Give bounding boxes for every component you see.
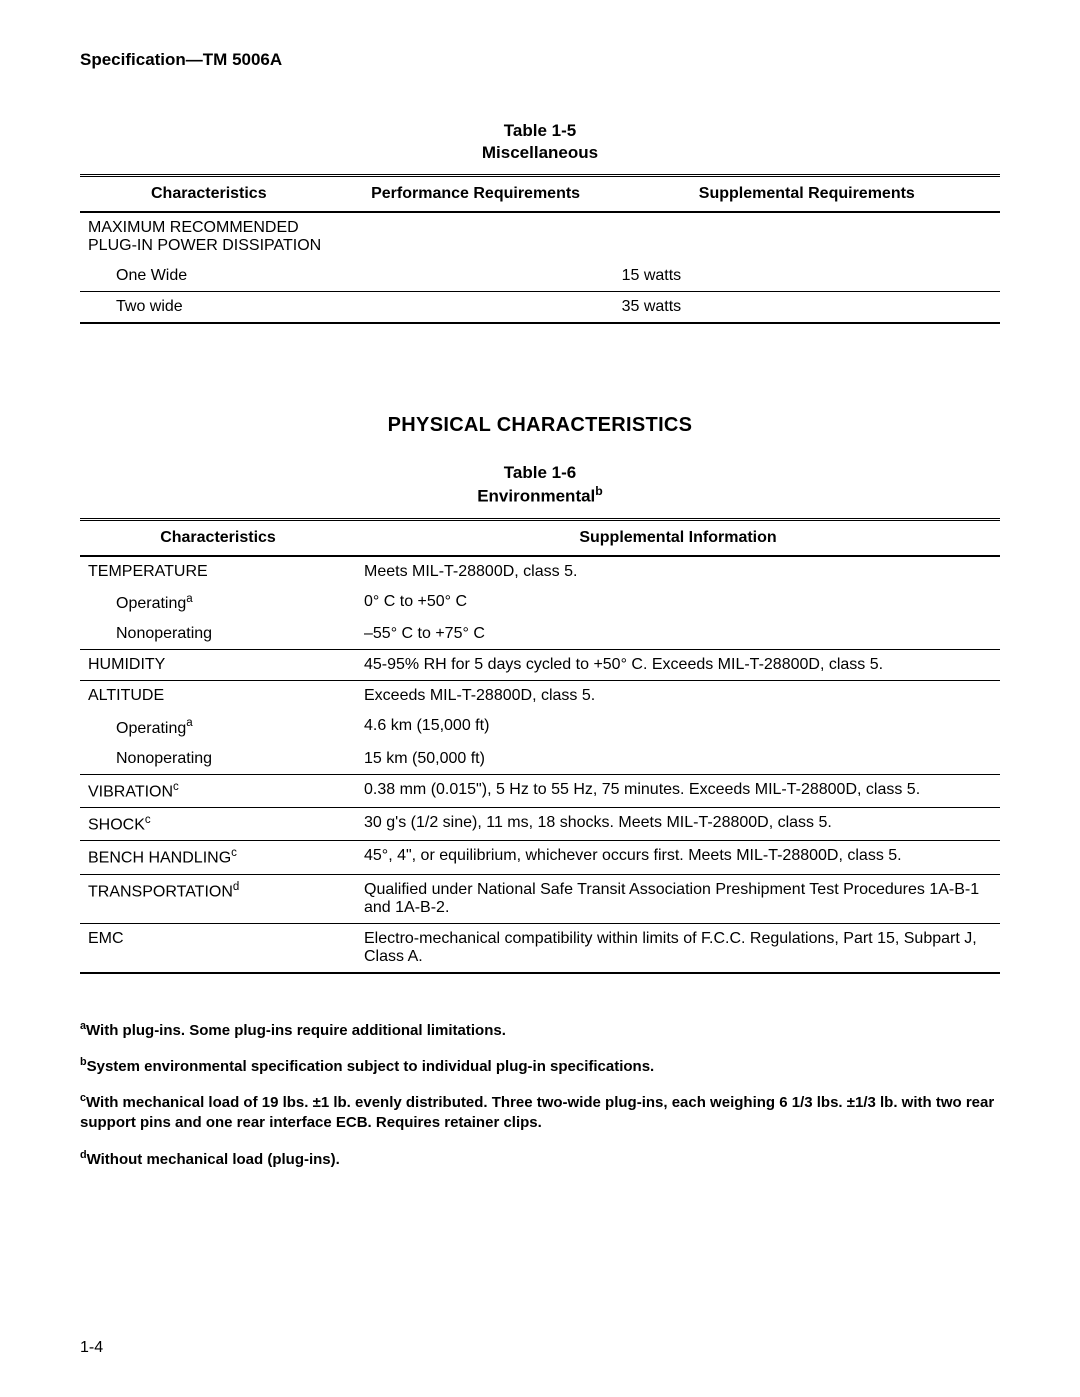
footnote-text: Without mechanical load (plug-ins). — [87, 1151, 340, 1168]
caption-text: Environmental — [477, 487, 595, 506]
cell-text: Operating — [88, 595, 186, 613]
cell-characteristic: EMC — [80, 923, 356, 973]
cell-sup: d — [233, 881, 239, 893]
table-row: TRANSPORTATIONdQualified under National … — [80, 874, 1000, 923]
cell-text: ALTITUDE — [88, 687, 164, 704]
cell-info: Electro-mechanical compatibility within … — [356, 923, 1000, 973]
document-header: Specification—TM 5006A — [80, 50, 1000, 70]
footnote-b: bSystem environmental specification subj… — [80, 1055, 1000, 1077]
table-row: One Wide 15 watts — [80, 261, 1000, 292]
table-row: Operatinga0° C to +50° C — [80, 587, 1000, 619]
cell-performance — [338, 261, 614, 292]
cell-info: 4.6 km (15,000 ft) — [356, 711, 1000, 743]
cell-text: VIBRATION — [88, 783, 173, 800]
page-number: 1-4 — [80, 1339, 103, 1357]
cell-info: 45°, 4", or equilibrium, whichever occur… — [356, 841, 1000, 874]
cell-info: Meets MIL-T-28800D, class 5. — [356, 556, 1000, 587]
col-header-characteristics: Characteristics — [80, 176, 338, 213]
cell-characteristic: One Wide — [80, 261, 338, 292]
cell-text: Operating — [88, 720, 186, 738]
cell-performance — [338, 212, 614, 261]
caption-text: Table 1-6 — [504, 463, 576, 482]
cell-sup: a — [186, 593, 192, 605]
cell-performance — [338, 292, 614, 324]
table-row: HUMIDITY 45-95% RH for 5 days cycled to +… — [80, 650, 1000, 681]
table-row: Nonoperating 15 km (50,000 ft) — [80, 744, 1000, 775]
cell-info: 0.38 mm (0.015"), 5 Hz to 55 Hz, 75 minu… — [356, 774, 1000, 807]
cell-info: Qualified under National Safe Transit As… — [356, 874, 1000, 923]
cell-sup: c — [173, 781, 179, 793]
footnote-sup: b — [80, 1056, 87, 1068]
cell-characteristic: Operatinga — [80, 587, 356, 619]
footnote-c: cWith mechanical load of 19 lbs. ±1 lb. … — [80, 1091, 1000, 1134]
footnote-a: aWith plug-ins. Some plug-ins require ad… — [80, 1019, 1000, 1041]
footnote-text: With mechanical load of 19 lbs. ±1 lb. e… — [80, 1094, 994, 1131]
footnote-text: With plug-ins. Some plug-ins require add… — [86, 1022, 506, 1039]
footnote-d: dWithout mechanical load (plug-ins). — [80, 1148, 1000, 1170]
cell-characteristic: ALTITUDE — [80, 681, 356, 712]
cell-characteristic: SHOCKc — [80, 808, 356, 841]
table-row: TEMPERATURE Meets MIL-T-28800D, class 5. — [80, 556, 1000, 587]
cell-info: 0° C to +50° C — [356, 587, 1000, 619]
table-row: BENCH HANDLINGc45°, 4", or equilibrium, … — [80, 841, 1000, 874]
table-row: Operatinga4.6 km (15,000 ft) — [80, 711, 1000, 743]
table-row: VIBRATIONc0.38 mm (0.015"), 5 Hz to 55 H… — [80, 774, 1000, 807]
cell-info: Exceeds MIL-T-28800D, class 5. — [356, 681, 1000, 712]
col-header-performance: Performance Requirements — [338, 176, 614, 213]
cell-supplemental — [614, 212, 1000, 261]
section-title-physical: PHYSICAL CHARACTERISTICS — [80, 414, 1000, 437]
caption-text: Table 1-5 — [504, 121, 576, 140]
table-row: Two wide 35 watts — [80, 292, 1000, 324]
col-header-supplemental: Supplemental Requirements — [614, 176, 1000, 213]
cell-text: Nonoperating — [88, 750, 212, 768]
cell-text: TRANSPORTATION — [88, 883, 233, 900]
cell-characteristic: MAXIMUM RECOMMENDED PLUG-IN POWER DISSIP… — [80, 212, 338, 261]
cell-sup: c — [231, 847, 237, 859]
cell-characteristic: TRANSPORTATIONd — [80, 874, 356, 923]
cell-info: 15 km (50,000 ft) — [356, 744, 1000, 775]
col-header-characteristics: Characteristics — [80, 520, 356, 557]
caption-sup: b — [595, 484, 602, 498]
table-row: ALTITUDE Exceeds MIL-T-28800D, class 5. — [80, 681, 1000, 712]
table-row: EMC Electro-mechanical compatibility with… — [80, 923, 1000, 973]
cell-sup: a — [186, 717, 192, 729]
cell-info: 30 g's (1/2 sine), 11 ms, 18 shocks. Mee… — [356, 808, 1000, 841]
table-1-6-caption: Table 1-6 Environmentalb — [80, 462, 1000, 508]
table-row: Nonoperating –55° C to +75° C — [80, 619, 1000, 650]
cell-characteristic: VIBRATIONc — [80, 774, 356, 807]
col-header-supplemental-info: Supplemental Information — [356, 520, 1000, 557]
cell-text: SHOCK — [88, 816, 145, 833]
footnote-text: System environmental specification subje… — [87, 1058, 655, 1075]
cell-text: BENCH HANDLING — [88, 850, 231, 867]
cell-characteristic: Nonoperating — [80, 619, 356, 650]
table-row: SHOCKc30 g's (1/2 sine), 11 ms, 18 shock… — [80, 808, 1000, 841]
cell-text: Two wide — [88, 298, 183, 316]
caption-text: Miscellaneous — [482, 143, 598, 162]
cell-characteristic: Operatinga — [80, 711, 356, 743]
cell-characteristic: HUMIDITY — [80, 650, 356, 681]
cell-sup: c — [145, 814, 151, 826]
table-1-6: Characteristics Supplemental Information… — [80, 518, 1000, 974]
cell-text: HUMIDITY — [88, 656, 165, 673]
table-1-5-caption: Table 1-5 Miscellaneous — [80, 120, 1000, 164]
cell-info: –55° C to +75° C — [356, 619, 1000, 650]
cell-characteristic: Two wide — [80, 292, 338, 324]
footnote-sup: d — [80, 1149, 87, 1161]
cell-characteristic: Nonoperating — [80, 744, 356, 775]
page: Specification—TM 5006A Table 1-5 Miscell… — [0, 0, 1080, 1397]
cell-supplemental: 35 watts — [614, 292, 1000, 324]
table-1-5: Characteristics Performance Requirements… — [80, 174, 1000, 324]
cell-text: TEMPERATURE — [88, 563, 208, 580]
cell-text: Nonoperating — [88, 625, 212, 643]
cell-supplemental: 15 watts — [614, 261, 1000, 292]
cell-info: 45-95% RH for 5 days cycled to +50° C. E… — [356, 650, 1000, 681]
footnotes: aWith plug-ins. Some plug-ins require ad… — [80, 1019, 1000, 1170]
cell-characteristic: BENCH HANDLINGc — [80, 841, 356, 874]
cell-text: One Wide — [88, 267, 187, 285]
cell-text: EMC — [88, 930, 124, 947]
table-row: MAXIMUM RECOMMENDED PLUG-IN POWER DISSIP… — [80, 212, 1000, 261]
cell-characteristic: TEMPERATURE — [80, 556, 356, 587]
